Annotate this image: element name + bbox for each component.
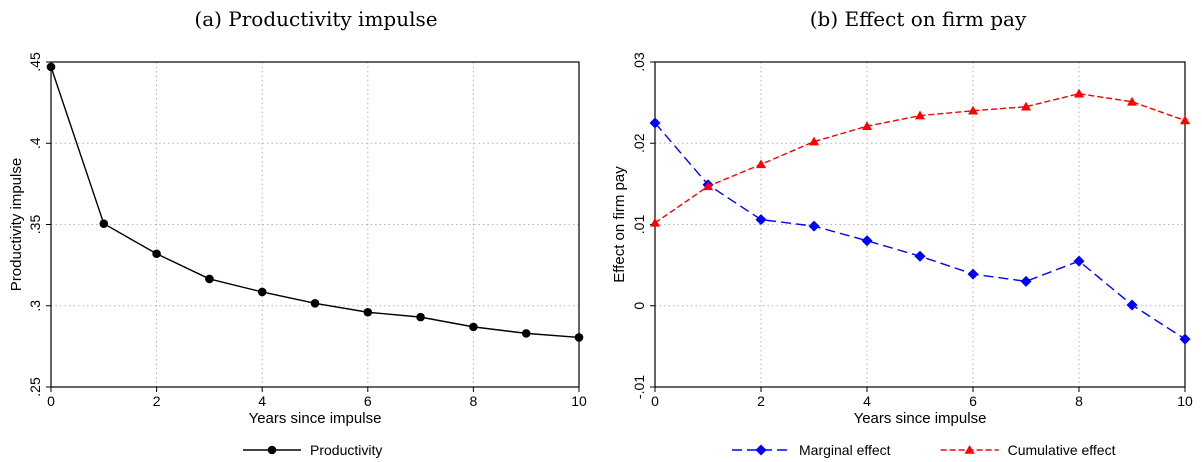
legend-marker xyxy=(755,444,767,456)
data-point xyxy=(205,274,214,284)
data-point xyxy=(1074,88,1084,98)
data-point xyxy=(808,220,820,232)
data-point xyxy=(1126,299,1138,311)
data-point xyxy=(967,268,979,280)
y-tick-label: 0 xyxy=(631,302,647,310)
y-tick-label: .01 xyxy=(631,215,647,235)
y-tick-label: .03 xyxy=(631,52,647,72)
y-tick-label: .4 xyxy=(27,137,43,149)
panel-effect-on-firm-pay: (b) Effect on firm pay 0 2 4 6 8 10-.010.01.0… xyxy=(611,7,1193,458)
x-tick-label: 0 xyxy=(47,393,55,409)
data-point xyxy=(1179,333,1191,345)
x-axis-label-a: Years since impulse xyxy=(249,410,382,427)
x-tick-label: 2 xyxy=(757,393,765,409)
data-point xyxy=(46,62,56,72)
data-point xyxy=(99,219,109,228)
data-point xyxy=(861,235,873,247)
x-tick-label: 4 xyxy=(258,393,266,409)
y-tick-label: -.01 xyxy=(631,375,647,399)
x-tick-label: 6 xyxy=(969,393,977,409)
x-tick-label: 8 xyxy=(470,393,478,409)
data-point xyxy=(152,249,161,259)
data-point xyxy=(574,333,584,342)
data-point xyxy=(756,159,766,169)
data-point xyxy=(862,121,872,130)
y-tick-label: .3 xyxy=(27,300,43,312)
data-point xyxy=(1180,115,1190,125)
x-tick-label: 8 xyxy=(1075,393,1083,409)
legend-label: Marginal effect xyxy=(799,442,891,458)
data-point xyxy=(914,250,926,262)
legend-marker xyxy=(964,445,975,454)
panel-productivity-impulse: (a) Productivity impulse 0 2 4 6 8 10 .25 .3 .35… xyxy=(8,7,587,458)
series-line xyxy=(50,66,580,339)
chart-title-b: (b) Effect on firm pay xyxy=(810,7,1027,31)
legend-label: Cumulative effect xyxy=(1008,442,1116,458)
y-tick-label: .25 xyxy=(27,377,43,397)
data-point xyxy=(416,312,425,322)
chart-title-a: (a) Productivity impulse xyxy=(194,7,437,31)
x-tick-label: 4 xyxy=(863,393,871,409)
data-point xyxy=(968,105,978,115)
data-point xyxy=(1021,101,1031,111)
y-tick-label: .45 xyxy=(27,52,43,72)
series-line xyxy=(654,122,1186,340)
data-point xyxy=(1127,96,1137,106)
data-point xyxy=(257,287,267,297)
y-axis-label-b: Effect on firm pay xyxy=(611,166,628,283)
data-point xyxy=(809,136,819,146)
y-tick-label: .35 xyxy=(27,215,43,235)
data-point xyxy=(650,217,660,227)
legend-b: Marginal effect Cumulative effect xyxy=(732,442,1116,458)
x-tick-label: 0 xyxy=(651,393,659,409)
data-point xyxy=(703,181,713,191)
plot-frame-a xyxy=(50,61,580,388)
x-tick-label: 10 xyxy=(571,393,587,409)
legend-marker xyxy=(267,445,277,455)
data-point xyxy=(363,307,373,317)
data-point xyxy=(521,329,531,338)
legend-a: Productivity xyxy=(243,442,382,458)
data-point xyxy=(310,299,320,308)
y-axis-label-a: Productivity impulse xyxy=(8,158,25,291)
data-point xyxy=(649,117,661,129)
data-point xyxy=(1020,275,1032,287)
x-axis-label-b: Years since impulse xyxy=(854,410,987,427)
data-point xyxy=(755,214,767,226)
data-point xyxy=(469,322,478,332)
x-tick-label: 2 xyxy=(153,393,161,409)
y-tick-label: .02 xyxy=(631,133,647,153)
data-point xyxy=(1073,255,1085,267)
data-point xyxy=(915,110,925,120)
legend-label: Productivity xyxy=(310,442,382,458)
x-tick-label: 10 xyxy=(1177,393,1193,409)
x-tick-label: 6 xyxy=(364,393,372,409)
